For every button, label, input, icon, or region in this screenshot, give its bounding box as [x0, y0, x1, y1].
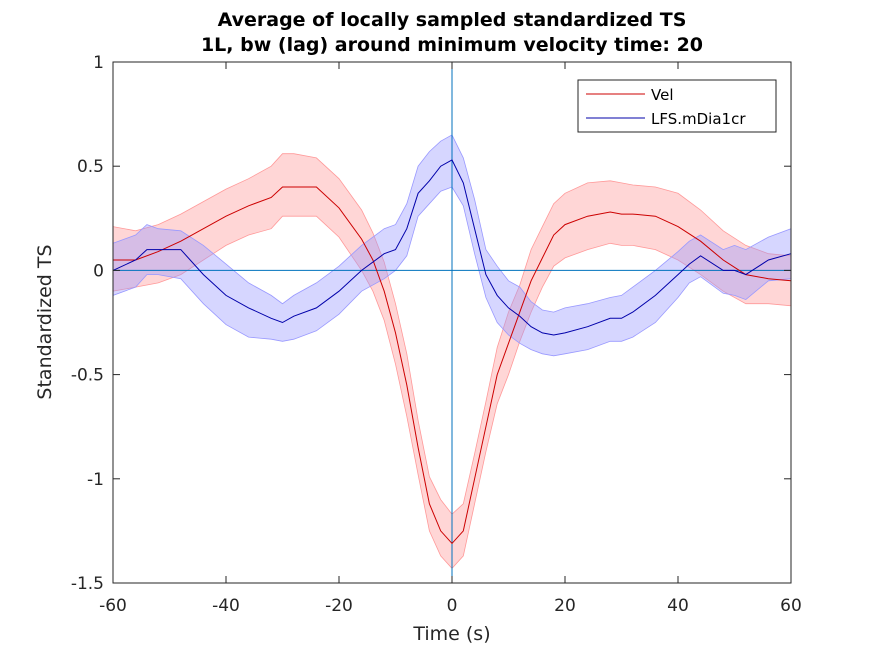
x-axis-label: Time (s) [412, 623, 490, 645]
series-line-1 [112, 159, 792, 336]
x-axis-ticks: -60 -40 -20 0 20 40 60 [99, 62, 802, 616]
reference-lines [113, 62, 791, 583]
y-tick-label: -0.5 [71, 366, 104, 386]
x-tick-label: 20 [554, 596, 576, 616]
legend-box [577, 79, 777, 133]
y-axis-ticks: -1.5 -1 -0.5 0 0.5 1 [71, 53, 791, 594]
x-tick-label: -20 [325, 596, 353, 616]
chart-title-line-1: Average of locally sampled standardized … [218, 9, 687, 31]
y-tick-label: 0 [93, 261, 104, 281]
chart-title-line-2: 1L, bw (lag) around minimum velocity tim… [201, 34, 703, 56]
x-tick-label: 0 [447, 596, 458, 616]
series-lines [112, 159, 792, 545]
y-axis-label: Standardized TS [34, 244, 56, 399]
x-tick-label: -60 [99, 596, 127, 616]
legend-entry-vel: Vel [651, 86, 674, 104]
x-tick-label: -40 [212, 596, 240, 616]
y-tick-label: -1.5 [71, 574, 104, 594]
legend-entry-lfs: LFS.mDia1cr [651, 110, 746, 128]
legend: Vel LFS.mDia1cr [577, 79, 777, 133]
y-tick-label: 0.5 [77, 157, 104, 177]
y-tick-label: -1 [87, 470, 104, 490]
x-tick-label: 40 [667, 596, 689, 616]
x-tick-label: 60 [780, 596, 802, 616]
y-tick-label: 1 [93, 53, 104, 73]
series-line-0 [113, 186, 792, 545]
